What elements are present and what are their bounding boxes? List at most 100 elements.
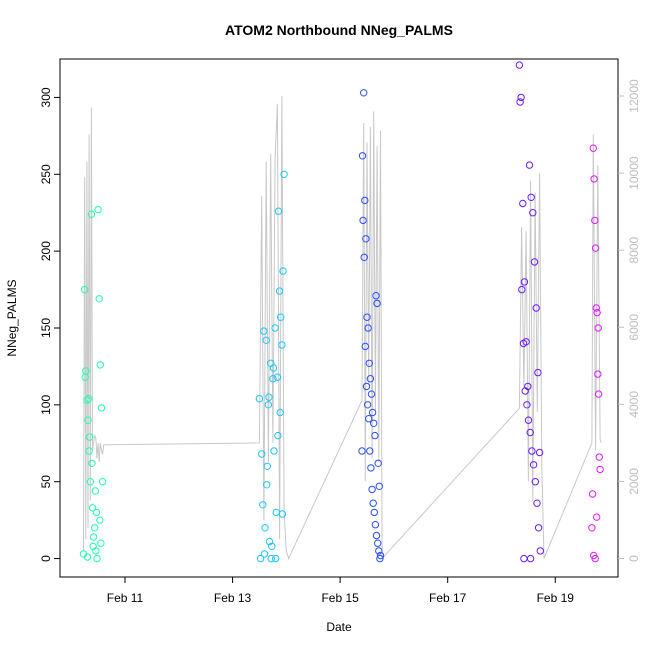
data-point-series-3: [362, 382, 371, 391]
data-point-series-2: [265, 393, 273, 401]
data-point-series-3: [376, 551, 385, 560]
data-point-series-2: [265, 537, 274, 546]
data-point-series-2: [274, 431, 282, 440]
data-point-series-5: [596, 465, 604, 474]
altitude-line-layer: [83, 95, 602, 560]
data-point-series-1: [92, 508, 101, 517]
data-point-series-2: [255, 395, 264, 403]
data-point-series-3: [361, 196, 369, 205]
data-point-series-4: [517, 93, 525, 102]
x-tick-label: Feb 15: [321, 591, 359, 605]
data-point-series-4: [523, 401, 531, 409]
data-point-series-2: [269, 375, 277, 383]
data-point-series-5: [593, 513, 601, 521]
data-point-series-3: [375, 482, 383, 490]
data-point-series-2: [269, 364, 278, 372]
data-point-series-3: [370, 508, 378, 517]
data-point-series-4: [527, 193, 535, 202]
data-point-series-3: [374, 459, 382, 467]
data-point-series-5: [594, 324, 602, 332]
data-point-series-4: [534, 368, 542, 377]
data-point-series-3: [358, 447, 366, 455]
data-point-series-3: [374, 539, 382, 547]
data-point-series-1: [88, 504, 97, 512]
data-point-series-2: [277, 313, 285, 321]
data-point-series-4: [528, 447, 536, 455]
data-point-series-2: [259, 501, 267, 509]
y2-tick-label: 10000: [627, 156, 641, 190]
y-tick-label: 50: [39, 475, 53, 489]
data-point-series-1: [83, 553, 92, 561]
y2-tick-label: 12000: [627, 79, 641, 113]
data-point-series-4: [534, 524, 543, 532]
data-point-series-3: [370, 419, 378, 427]
data-point-series-1: [83, 396, 91, 404]
data-point-series-3: [375, 547, 383, 555]
data-point-series-3: [362, 235, 370, 243]
data-point-series-5: [591, 216, 599, 225]
plot-frame: [59, 58, 619, 578]
data-point-series-5: [591, 244, 600, 252]
data-point-series-2: [280, 170, 288, 179]
data-point-series-3: [364, 324, 372, 332]
data-point-series-2: [267, 554, 275, 563]
data-point-series-2: [262, 336, 270, 344]
y2-tick-label: 8000: [627, 236, 641, 263]
data-point-series-4: [529, 209, 537, 217]
data-point-series-3: [366, 447, 374, 455]
data-point-series-4: [525, 161, 534, 169]
x-tick-label: Feb 17: [429, 591, 467, 605]
data-point-series-3: [368, 485, 376, 494]
y-tick-label: 100: [39, 395, 53, 415]
data-point-series-2: [260, 327, 268, 335]
data-point-series-2: [263, 481, 271, 489]
x-tick-label: Feb 11: [107, 591, 144, 605]
data-point-series-3: [366, 375, 375, 383]
data-point-series-1: [96, 516, 104, 524]
data-point-series-2: [273, 373, 282, 381]
data-point-series-4: [519, 199, 527, 208]
y2-tick-label: 2000: [627, 468, 641, 495]
axes-layer: 0 50 100 150 200 250 300 0 2000 4000 6000 8000 10000…: [39, 79, 641, 605]
data-point-series-4: [520, 554, 528, 563]
data-point-series-3: [363, 401, 372, 409]
data-point-series-2: [272, 554, 280, 563]
data-point-series-2: [272, 508, 280, 517]
data-point-series-2: [276, 408, 284, 417]
data-point-series-4: [515, 61, 524, 69]
data-point-series-2: [264, 401, 273, 409]
data-point-series-1: [96, 361, 105, 369]
data-point-series-3: [367, 464, 375, 472]
data-point-series-3: [359, 216, 367, 225]
data-point-series-2: [263, 462, 271, 470]
y-tick-label: 300: [39, 87, 53, 107]
y2-tick-label: 0: [627, 555, 641, 562]
data-point-series-4: [529, 461, 538, 469]
data-point-series-3: [365, 415, 373, 423]
data-point-series-5: [592, 304, 600, 312]
data-point-series-2: [271, 324, 279, 332]
data-point-series-2: [256, 554, 265, 563]
data-point-series-1: [81, 373, 89, 381]
y-tick-label: 250: [39, 164, 53, 184]
data-point-series-3: [360, 253, 368, 261]
data-point-series-3: [369, 499, 377, 507]
data-point-series-3: [365, 359, 373, 367]
x-tick-label: Feb 13: [214, 591, 252, 605]
data-point-series-3: [367, 390, 376, 398]
data-point-series-1: [87, 210, 96, 218]
y-axis-label: NNeg_PALMS: [5, 279, 19, 356]
y-tick-label: 200: [39, 241, 53, 261]
data-point-series-4: [536, 547, 544, 555]
data-point-series-4: [535, 448, 544, 457]
data-point-series-1: [97, 404, 106, 412]
data-point-series-4: [521, 387, 529, 395]
data-point-series-1: [95, 295, 103, 303]
data-point-series-1: [89, 533, 98, 541]
data-point-series-5: [595, 453, 603, 461]
data-point-series-2: [278, 341, 286, 349]
data-point-series-2: [275, 287, 284, 295]
data-point-series-3: [360, 89, 368, 97]
data-point-series-2: [268, 542, 276, 550]
data-point-series-3: [363, 313, 371, 321]
